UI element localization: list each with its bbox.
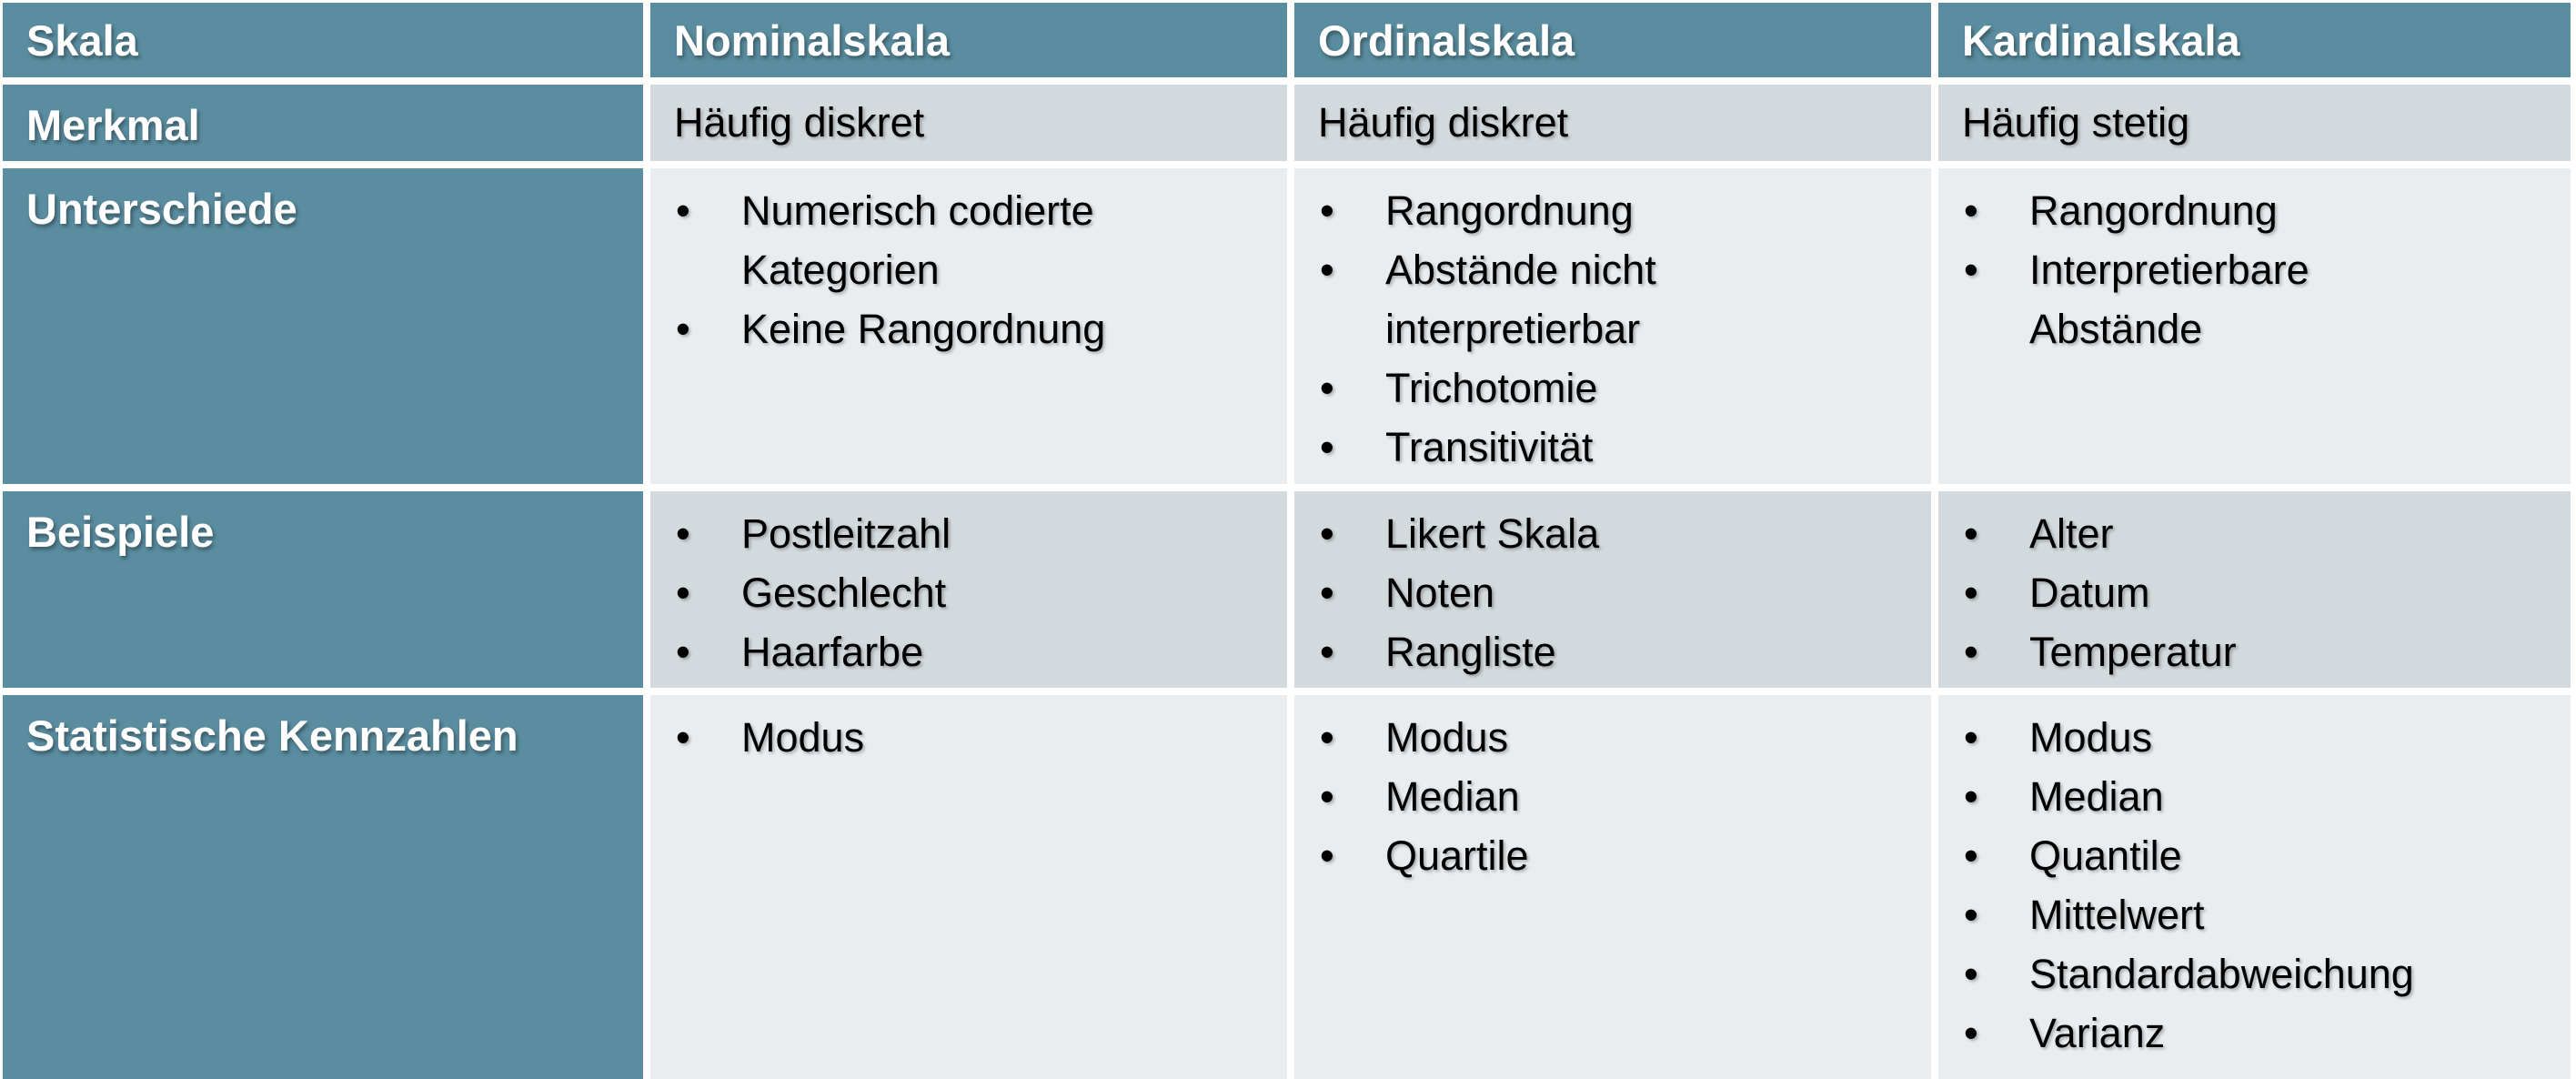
list-item: Rangordnung xyxy=(1960,181,2484,240)
list-item: Median xyxy=(1316,767,1840,826)
row-label-merkmal: Merkmal xyxy=(3,85,643,161)
list-item: Interpretierbare Abstände xyxy=(1960,240,2484,358)
list-item: Varianz xyxy=(1960,1003,2484,1063)
list-item: Modus xyxy=(1316,708,1840,767)
list-item: Rangordnung xyxy=(1316,181,1840,240)
list-item: Numerisch codierte Kategorien xyxy=(672,181,1196,299)
list-item: Quantile xyxy=(1960,826,2484,885)
cell-kennzahlen-nominal: Modus xyxy=(650,695,1287,1079)
cell-kennzahlen-ordinal: Modus Median Quartile xyxy=(1294,695,1931,1079)
list-item: Rangliste xyxy=(1316,622,1840,681)
row-label-text: Statistische Kennzahlen xyxy=(26,711,518,760)
cell-beispiele-kardinal: Alter Datum Temperatur xyxy=(1938,491,2571,688)
bullet-list: Postleitzahl Geschlecht Haarfarbe xyxy=(672,504,1269,681)
bullet-list: Rangordnung Abstände nicht interpretierb… xyxy=(1316,181,1913,477)
list-item: Abstände nicht interpretierbar xyxy=(1316,240,1840,358)
list-item: Mittelwert xyxy=(1960,885,2484,944)
list-item: Median xyxy=(1960,767,2484,826)
header-cell-nominalskala: Nominalskala xyxy=(650,3,1287,77)
header-cell-ordinalskala: Ordinalskala xyxy=(1294,3,1931,77)
list-item: Noten xyxy=(1316,563,1840,622)
list-item: Keine Rangordnung xyxy=(672,299,1196,358)
list-item: Transitivität xyxy=(1316,418,1840,477)
row-label-beispiele: Beispiele xyxy=(3,491,643,688)
list-item: Modus xyxy=(672,708,1196,767)
list-item: Geschlecht xyxy=(672,563,1196,622)
list-item: Alter xyxy=(1960,504,2484,563)
list-item: Likert Skala xyxy=(1316,504,1840,563)
bullet-list: Alter Datum Temperatur xyxy=(1960,504,2552,681)
cell-merkmal-kardinal: Häufig stetig xyxy=(1938,85,2571,161)
bullet-list: Modus Median Quantile Mittelwert Standar… xyxy=(1960,708,2552,1063)
cell-unterschiede-nominal: Numerisch codierte Kategorien Keine Rang… xyxy=(650,168,1287,484)
bullet-list: Numerisch codierte Kategorien Keine Rang… xyxy=(672,181,1269,358)
cell-unterschiede-ordinal: Rangordnung Abstände nicht interpretierb… xyxy=(1294,168,1931,484)
row-label-unterschiede: Unterschiede xyxy=(3,168,643,484)
list-item: Postleitzahl xyxy=(672,504,1196,563)
bullet-list: Likert Skala Noten Rangliste xyxy=(1316,504,1913,681)
list-item: Standardabweichung xyxy=(1960,944,2484,1003)
bullet-list: Modus xyxy=(672,708,1269,767)
cell-merkmal-ordinal: Häufig diskret xyxy=(1294,85,1931,161)
row-label-text: Unterschiede xyxy=(26,185,297,233)
header-label-skala: Skala xyxy=(26,15,138,65)
list-item: Temperatur xyxy=(1960,622,2484,681)
cell-unterschiede-kardinal: Rangordnung Interpretierbare Abstände xyxy=(1938,168,2571,484)
row-label-kennzahlen: Statistische Kennzahlen xyxy=(3,695,643,1079)
cell-kennzahlen-kardinal: Modus Median Quantile Mittelwert Standar… xyxy=(1938,695,2571,1079)
cell-text: Häufig diskret xyxy=(674,99,925,146)
cell-beispiele-nominal: Postleitzahl Geschlecht Haarfarbe xyxy=(650,491,1287,688)
cell-text: Häufig diskret xyxy=(1318,99,1569,146)
bullet-list: Modus Median Quartile xyxy=(1316,708,1913,885)
cell-merkmal-nominal: Häufig diskret xyxy=(650,85,1287,161)
row-label-text: Merkmal xyxy=(26,101,200,149)
row-label-text: Beispiele xyxy=(26,508,215,556)
list-item: Quartile xyxy=(1316,826,1840,885)
header-cell-kardinalskala: Kardinalskala xyxy=(1938,3,2571,77)
list-item: Modus xyxy=(1960,708,2484,767)
bullet-list: Rangordnung Interpretierbare Abstände xyxy=(1960,181,2552,358)
header-label-nominalskala: Nominalskala xyxy=(674,15,951,65)
list-item: Datum xyxy=(1960,563,2484,622)
list-item: Trichotomie xyxy=(1316,358,1840,418)
header-label-kardinalskala: Kardinalskala xyxy=(1962,15,2240,65)
cell-beispiele-ordinal: Likert Skala Noten Rangliste xyxy=(1294,491,1931,688)
cell-text: Häufig stetig xyxy=(1962,99,2190,146)
header-label-ordinalskala: Ordinalskala xyxy=(1318,15,1575,65)
header-cell-skala: Skala xyxy=(3,3,643,77)
list-item: Haarfarbe xyxy=(672,622,1196,681)
